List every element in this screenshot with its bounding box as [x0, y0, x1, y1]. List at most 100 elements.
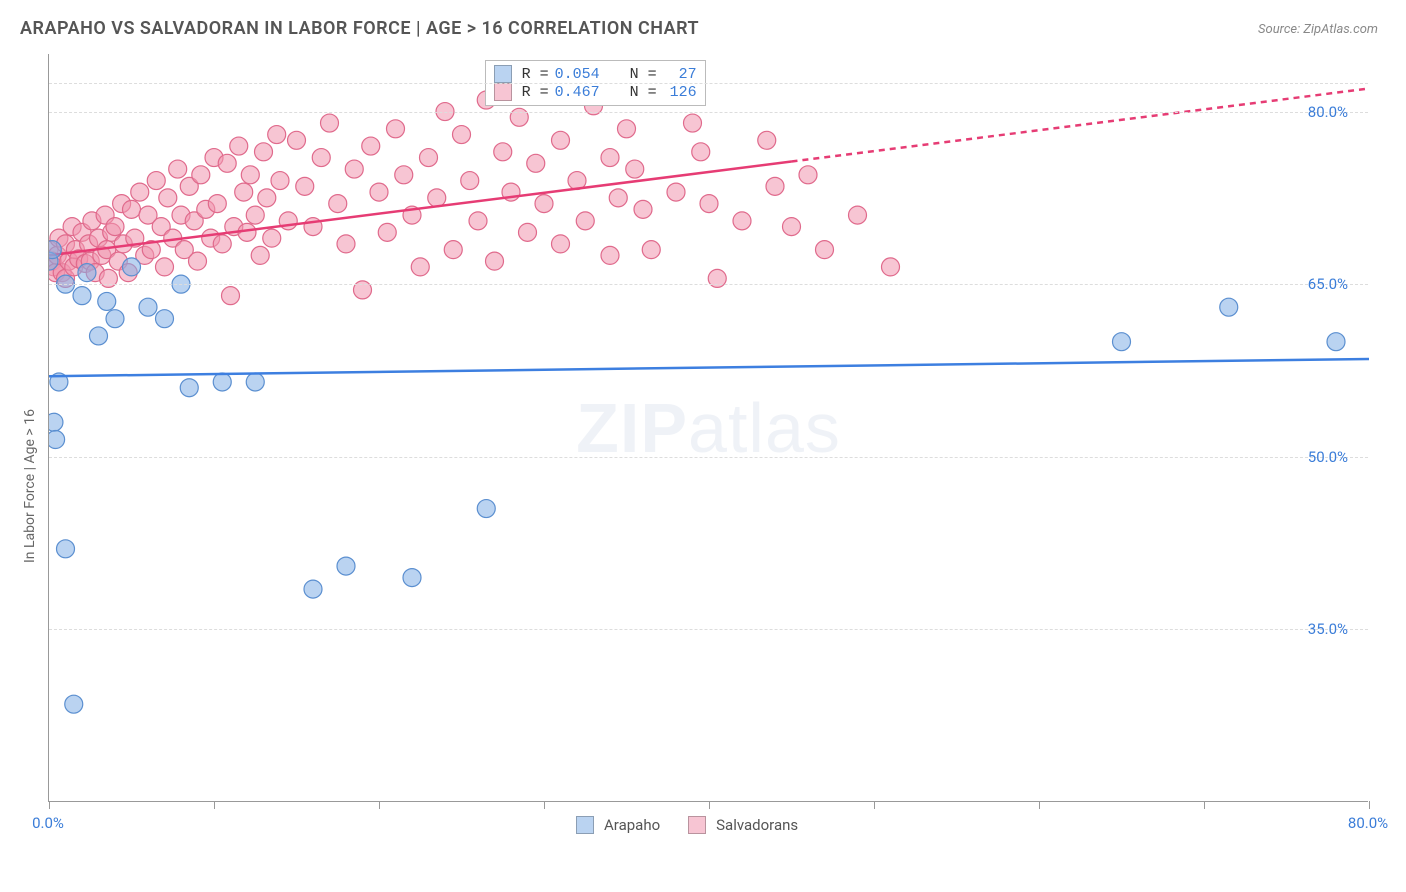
data-point — [411, 258, 429, 276]
legend-label-arapaho: Arapaho — [604, 816, 660, 834]
legend-item-arapaho: Arapaho — [576, 816, 660, 834]
data-point — [208, 195, 226, 213]
gridline — [49, 83, 1368, 84]
data-point — [626, 160, 644, 178]
data-point — [362, 137, 380, 155]
chart-title: ARAPAHO VS SALVADORAN IN LABOR FORCE | A… — [20, 18, 699, 39]
gridline — [49, 629, 1368, 630]
trend-line-dashed — [792, 89, 1370, 162]
data-point — [378, 223, 396, 241]
data-point — [783, 218, 801, 236]
data-point — [337, 235, 355, 253]
data-point — [337, 557, 355, 575]
data-point — [73, 287, 91, 305]
data-point — [255, 143, 273, 161]
data-point — [222, 287, 240, 305]
data-point — [271, 172, 289, 190]
data-point — [246, 373, 264, 391]
data-point — [192, 166, 210, 184]
y-tick-label: 80.0% — [1308, 103, 1348, 121]
data-point — [169, 160, 187, 178]
data-point — [387, 120, 405, 138]
data-point — [642, 241, 660, 259]
swatch-salvadoran — [494, 83, 512, 101]
data-point — [469, 212, 487, 230]
data-point — [486, 252, 504, 270]
data-point — [527, 154, 545, 172]
data-point — [218, 154, 236, 172]
data-point — [758, 131, 776, 149]
data-point — [235, 183, 253, 201]
stats-row-1: R = 0.054 N = 27 — [494, 65, 697, 83]
data-point — [57, 540, 75, 558]
x-tick — [709, 801, 710, 809]
data-point — [816, 241, 834, 259]
data-point — [49, 241, 61, 259]
data-point — [428, 189, 446, 207]
data-point — [634, 200, 652, 218]
data-point — [766, 177, 784, 195]
swatch-arapaho-icon — [576, 816, 594, 834]
stats-row-2: R = 0.467 N = 126 — [494, 83, 697, 101]
data-point — [552, 235, 570, 253]
data-point — [453, 126, 471, 144]
x-tick-label: 80.0% — [1348, 814, 1388, 832]
data-point — [618, 120, 636, 138]
data-point — [106, 310, 124, 328]
data-point — [123, 200, 141, 218]
data-point — [444, 241, 462, 259]
data-point — [49, 431, 65, 449]
plot-area: ZIPatlas R = 0.054 N = 27 R = 0.467 N = … — [48, 54, 1368, 802]
data-point — [1327, 333, 1345, 351]
data-point — [296, 177, 314, 195]
data-point — [156, 258, 174, 276]
data-point — [263, 229, 281, 247]
x-tick — [214, 801, 215, 809]
data-point — [370, 183, 388, 201]
data-point — [1220, 298, 1238, 316]
data-point — [609, 189, 627, 207]
data-point — [849, 206, 867, 224]
x-tick — [379, 801, 380, 809]
data-point — [241, 166, 259, 184]
data-point — [258, 189, 276, 207]
swatch-salvadoran-icon — [688, 816, 706, 834]
x-tick — [544, 801, 545, 809]
series-legend: Arapaho Salvadorans — [576, 816, 798, 834]
data-point — [213, 373, 231, 391]
data-point — [304, 580, 322, 598]
gridline — [49, 457, 1368, 458]
data-point — [601, 149, 619, 167]
data-point — [312, 149, 330, 167]
data-point — [552, 131, 570, 149]
data-point — [90, 327, 108, 345]
data-point — [403, 569, 421, 587]
chart-svg — [49, 54, 1369, 802]
data-point — [461, 172, 479, 190]
data-point — [733, 212, 751, 230]
data-point — [189, 252, 207, 270]
data-point — [213, 235, 231, 253]
data-point — [78, 264, 96, 282]
gridline — [49, 112, 1368, 113]
data-point — [519, 223, 537, 241]
y-tick-label: 50.0% — [1308, 448, 1348, 466]
x-tick — [1204, 801, 1205, 809]
x-tick — [1039, 801, 1040, 809]
data-point — [123, 258, 141, 276]
data-point — [147, 172, 165, 190]
data-point — [1113, 333, 1131, 351]
data-point — [288, 131, 306, 149]
x-tick — [49, 801, 50, 809]
data-point — [156, 310, 174, 328]
data-point — [667, 183, 685, 201]
trend-line — [49, 359, 1369, 376]
data-point — [246, 206, 264, 224]
data-point — [684, 114, 702, 132]
source-label: Source: ZipAtlas.com — [1258, 22, 1378, 37]
data-point — [395, 166, 413, 184]
data-point — [98, 292, 116, 310]
y-tick-label: 35.0% — [1308, 620, 1348, 638]
chart-container: ARAPAHO VS SALVADORAN IN LABOR FORCE | A… — [0, 0, 1406, 892]
legend-label-salvadoran: Salvadorans — [716, 816, 798, 834]
